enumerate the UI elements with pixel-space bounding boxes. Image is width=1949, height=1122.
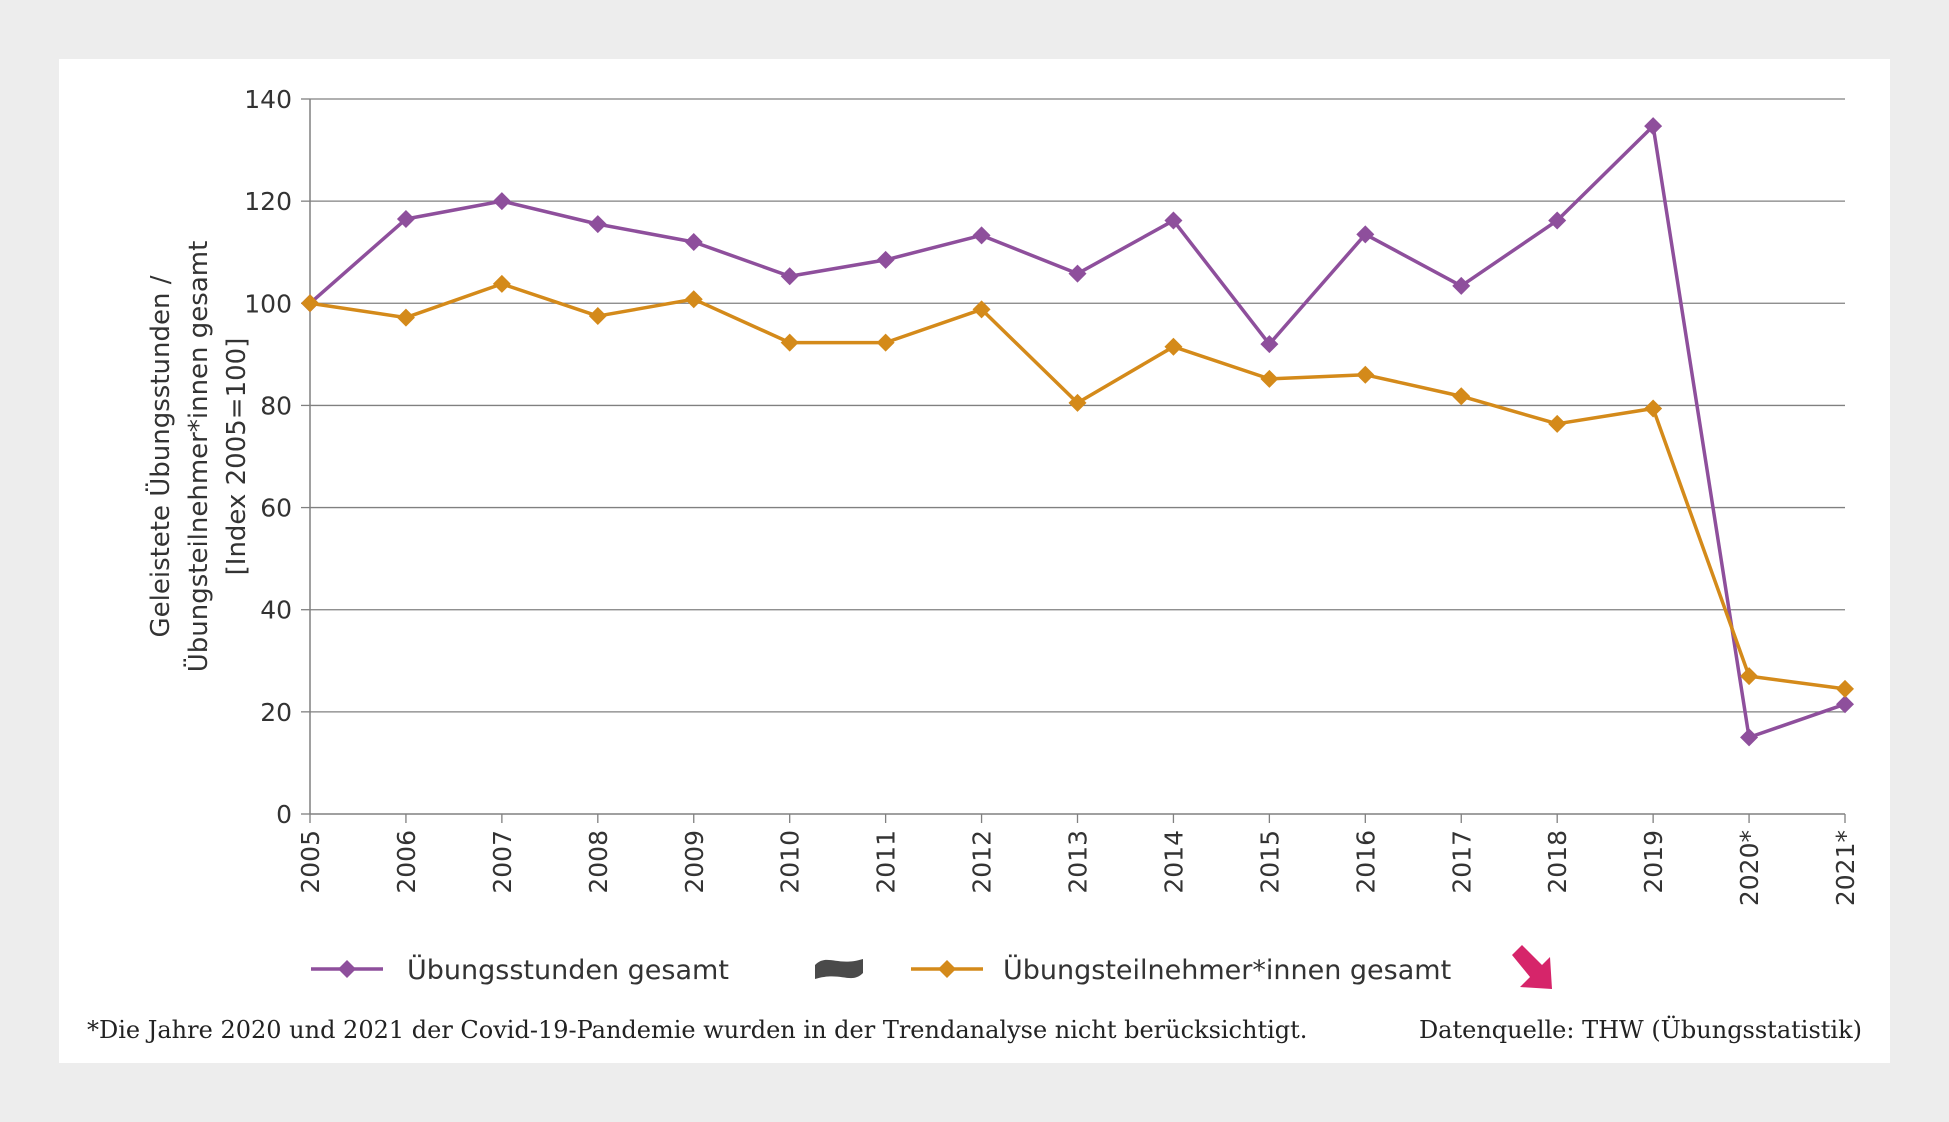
data-point-marker — [684, 290, 703, 309]
data-point-marker — [1644, 117, 1663, 136]
data-point-marker — [1836, 695, 1854, 714]
x-tick-label: 2009 — [680, 830, 709, 894]
data-point-marker — [1836, 679, 1854, 698]
data-source: Datenquelle: THW (Übungsstatistik) — [1418, 1016, 1862, 1044]
y-tick-labels: 0 20 40 60 80 100 120 140 — [244, 85, 292, 829]
x-tick-label: 2005 — [296, 830, 325, 894]
x-tick-label: 2012 — [968, 830, 997, 894]
data-point-marker — [1068, 393, 1087, 412]
legend-marker — [938, 960, 956, 978]
legend-label: Übungsstunden gesamt — [407, 954, 729, 986]
x-tick-label: 2014 — [1159, 830, 1188, 894]
x-tick-label: 2016 — [1351, 830, 1380, 894]
data-point-marker — [684, 233, 703, 251]
data-point-marker — [1260, 369, 1279, 388]
y-tick-label: 20 — [260, 698, 292, 727]
y-axis-title-line: [Index 2005=100] — [222, 338, 252, 576]
x-tick-label: 2018 — [1543, 830, 1572, 894]
data-point-marker — [780, 333, 799, 352]
y-tick-label: 60 — [260, 494, 292, 523]
data-point-marker — [1548, 414, 1567, 433]
series-1 — [301, 117, 1854, 747]
data-point-marker — [1740, 728, 1759, 747]
y-tick-label: 100 — [244, 289, 292, 318]
data-point-marker — [1356, 225, 1375, 244]
data-point-marker — [1740, 667, 1759, 686]
x-tick-label: 2008 — [584, 830, 613, 894]
x-tick-label: 2017 — [1447, 830, 1476, 894]
data-point-marker — [1164, 211, 1183, 230]
x-tick-label: 2011 — [872, 830, 901, 894]
data-point-marker — [588, 215, 607, 234]
x-tick-label: 2015 — [1255, 830, 1284, 894]
data-point-marker — [1548, 211, 1567, 230]
series — [301, 117, 1854, 747]
data-point-marker — [1644, 399, 1663, 418]
y-tick-label: 40 — [260, 596, 292, 625]
series-2 — [301, 274, 1854, 698]
legend-item: Übungsstunden gesamt — [311, 954, 863, 986]
data-point-marker — [1452, 276, 1471, 295]
data-point-marker — [972, 226, 991, 245]
y-axis-title-line: Geleistete Übungsstunden / — [144, 275, 176, 637]
x-tick-label: 2013 — [1064, 830, 1093, 894]
data-point-marker — [876, 333, 895, 352]
data-point-marker — [1452, 387, 1471, 406]
gridlines — [310, 98, 1845, 713]
y-axis-title: Geleistete Übungsstunden / Übungsteilnehm… — [144, 241, 252, 673]
x-tick-label: 2007 — [488, 830, 517, 894]
y-tick-label: 80 — [260, 391, 292, 420]
legend-item: Übungsteilnehmer*innen gesamt — [911, 945, 1552, 989]
data-point-marker — [780, 267, 799, 286]
footnote: *Die Jahre 2020 und 2021 der Covid-19-Pa… — [87, 1016, 1308, 1044]
sideways-trend-icon — [815, 959, 863, 979]
x-tick-label: 2006 — [392, 830, 421, 894]
data-point-marker — [972, 300, 991, 319]
data-point-marker — [1164, 337, 1183, 356]
downward-trend-arrow-icon — [1512, 945, 1552, 989]
data-point-marker — [492, 274, 511, 293]
x-tick-labels: 2005 2006 2007 2008 2009 2010 2011 2012 2013 2014… — [296, 830, 1860, 906]
y-axis-title-line: Übungsteilnehmer*innen gesamt — [182, 241, 214, 673]
x-tick-label: 2019 — [1639, 830, 1668, 894]
y-tick-label: 140 — [244, 85, 292, 114]
series-line — [309, 282, 1846, 691]
data-point-marker — [396, 210, 415, 229]
data-point-marker — [492, 192, 511, 211]
data-point-marker — [1260, 335, 1279, 354]
series-line — [308, 124, 1846, 740]
data-point-marker — [1356, 365, 1375, 384]
legend-marker — [338, 960, 356, 978]
x-tick-label: 2010 — [776, 830, 805, 894]
data-point-marker — [301, 294, 319, 313]
x-tick-label: 2020* — [1735, 830, 1764, 906]
legend-label: Übungsteilnehmer*innen gesamt — [1003, 954, 1451, 986]
legend: Übungsstunden gesamt Übungsteilnehmer*inn… — [311, 945, 1552, 989]
data-point-marker — [876, 250, 895, 269]
y-tick-label: 120 — [244, 187, 292, 216]
chart-panel: 0 20 40 60 80 100 120 140 2005 2006 2007 2008 2009 2… — [59, 59, 1890, 1063]
data-point-marker — [396, 308, 415, 327]
data-point-marker — [588, 307, 607, 326]
data-point-marker — [1068, 264, 1087, 283]
y-tick-label: 0 — [276, 800, 292, 829]
x-tick-label: 2021* — [1831, 830, 1860, 906]
